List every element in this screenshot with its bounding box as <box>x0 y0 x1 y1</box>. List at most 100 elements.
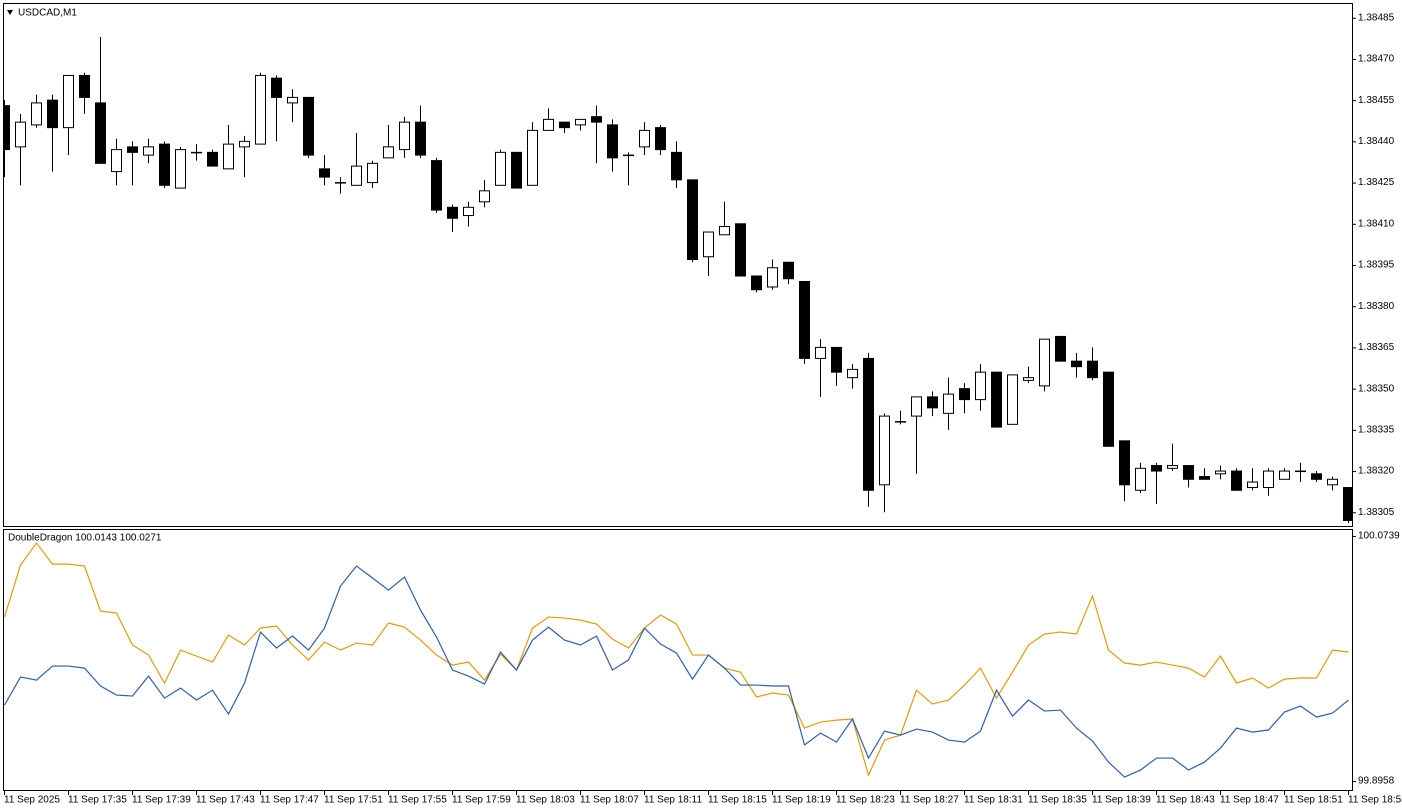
candle-body <box>495 151 506 186</box>
candle-body <box>959 388 970 401</box>
candle-body <box>143 146 154 156</box>
x-tick-label: 11 Sep 2025 <box>4 795 60 806</box>
candle-body <box>4 105 10 151</box>
candle-body <box>927 396 938 409</box>
y-tick-label: 1.38305 <box>1358 507 1395 518</box>
candle-body <box>431 160 442 211</box>
y-tick-label: 99.8958 <box>1358 776 1395 787</box>
candle-body <box>639 129 650 148</box>
y-tick-label: 1.38410 <box>1358 218 1395 229</box>
y-tick-label: 1.38440 <box>1358 136 1395 147</box>
candle-body <box>319 168 330 178</box>
candle-body <box>1103 371 1114 447</box>
x-tick-label: 11 Sep 17:43 <box>196 795 255 806</box>
x-tick-label: 11 Sep 18:07 <box>580 795 639 806</box>
candle-body <box>111 149 122 173</box>
y-tick-label: 1.38380 <box>1358 301 1395 312</box>
candle-body <box>1327 478 1338 486</box>
candle-body <box>447 206 458 219</box>
x-tick-label: 11 Sep 17:59 <box>452 795 511 806</box>
candle-body <box>767 267 778 288</box>
y-tick-label: 1.38470 <box>1358 54 1395 65</box>
x-tick-label: 11 Sep 17:39 <box>132 795 191 806</box>
x-tick-label: 11 Sep 18:15 <box>708 795 767 806</box>
candle-body <box>1231 470 1242 491</box>
x-tick-label: 11 Sep 18:11 <box>644 795 702 806</box>
candle-body <box>575 118 586 126</box>
indicator-line <box>4 565 1349 778</box>
x-tick-label: 11 Sep 18:35 <box>1028 795 1087 806</box>
price-plot <box>4 36 1352 524</box>
candle-body <box>1279 470 1290 480</box>
candle-body <box>159 143 170 186</box>
candle-body <box>207 151 218 167</box>
x-tick-label: 11 Sep 18:27 <box>900 795 959 806</box>
candle-body <box>191 151 202 154</box>
candle-body <box>1295 470 1306 473</box>
candle-body <box>527 129 538 186</box>
candle-body <box>1007 374 1018 425</box>
candle-body <box>287 96 298 104</box>
candle-body <box>591 116 602 123</box>
candle-body <box>1119 440 1130 486</box>
candle-body <box>255 74 266 145</box>
x-tick-label: 11 Sep 18:03 <box>516 795 575 806</box>
candle-body <box>1087 360 1098 379</box>
x-tick-label: 11 Sep 18:31 <box>964 795 1023 806</box>
y-tick-label: 100.0739 <box>1358 531 1400 542</box>
candle-body <box>831 346 842 373</box>
candle-body <box>607 124 618 159</box>
candle-body <box>735 223 746 277</box>
candle-body <box>975 371 986 401</box>
candle-body <box>799 280 810 359</box>
candle-body <box>127 146 138 153</box>
candle-body <box>847 368 858 379</box>
candle-body <box>1023 377 1034 381</box>
candle-body <box>543 118 554 131</box>
candle-body <box>879 415 890 486</box>
candle-body <box>63 74 74 129</box>
candle-body <box>175 149 186 189</box>
y-tick-label: 1.38320 <box>1358 466 1395 477</box>
symbol-menu-icon <box>7 10 13 15</box>
candle-body <box>511 151 522 189</box>
candle-body <box>783 261 794 280</box>
candle-body <box>31 102 42 126</box>
candle-body <box>223 143 234 170</box>
candle-body <box>1071 360 1082 368</box>
candle-body <box>1151 465 1162 472</box>
x-tick-label: 11 Sep 18:19 <box>772 795 831 806</box>
candle-body <box>399 121 410 151</box>
candle-body <box>1167 465 1178 469</box>
candle-body <box>1215 470 1226 475</box>
y-tick-label: 1.38350 <box>1358 383 1395 394</box>
y-tick-label: 1.38425 <box>1358 177 1395 188</box>
x-tick-label: 11 Sep 18:51 <box>1284 795 1343 806</box>
candle-body <box>367 162 378 184</box>
candle-body <box>415 121 426 156</box>
indicator-title: DoubleDragon 100.0143 100.0271 <box>8 533 162 544</box>
indicator-line <box>4 542 1349 777</box>
candle-body <box>335 182 346 184</box>
candle-body <box>623 154 634 157</box>
candle-body <box>1311 473 1322 480</box>
candle-body <box>703 231 714 258</box>
y-tick-label: 1.38395 <box>1358 260 1395 271</box>
x-tick-label: 11 Sep 17:51 <box>324 795 383 806</box>
candle-body <box>239 140 250 148</box>
candle-body <box>751 275 762 291</box>
candle-body <box>911 396 922 417</box>
x-tick-label: 11 Sep 18:55 <box>1348 795 1402 806</box>
y-tick-label: 1.38365 <box>1358 342 1395 353</box>
candle-body <box>79 74 90 98</box>
y-tick-label: 1.38455 <box>1358 95 1395 106</box>
candle-body <box>1183 465 1194 480</box>
candle-body <box>895 421 906 423</box>
x-tick-label: 11 Sep 18:47 <box>1220 795 1279 806</box>
candle-body <box>1055 335 1066 362</box>
x-tick-label: 11 Sep 18:23 <box>836 795 895 806</box>
candle-body <box>687 179 698 261</box>
